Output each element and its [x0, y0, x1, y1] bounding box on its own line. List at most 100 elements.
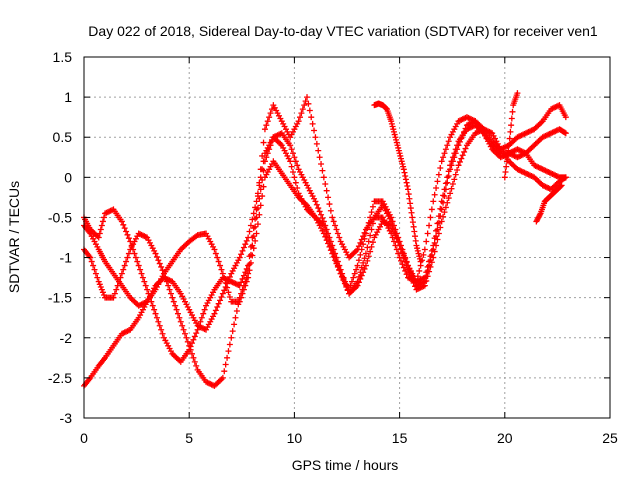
data-point	[309, 120, 316, 127]
data-point	[221, 275, 228, 282]
data-point	[291, 174, 298, 181]
data-point	[242, 269, 249, 276]
data-point	[447, 162, 454, 169]
data-point	[319, 167, 326, 174]
data-point	[348, 278, 355, 285]
data-point	[398, 155, 405, 162]
data-point	[123, 258, 130, 265]
x-axis-label: GPS time / hours	[292, 457, 399, 473]
data-point	[354, 282, 361, 289]
data-point	[243, 265, 250, 272]
data-point	[125, 250, 132, 257]
data-point	[111, 290, 118, 297]
data-point	[508, 115, 515, 122]
data-point	[176, 314, 183, 321]
data-point	[123, 228, 130, 235]
data-point	[172, 302, 179, 309]
data-point	[428, 206, 435, 213]
data-point	[226, 341, 233, 348]
data-point	[88, 258, 95, 265]
data-point	[438, 198, 445, 205]
data-point	[411, 228, 418, 235]
data-point	[318, 160, 325, 167]
data-point	[358, 236, 365, 243]
data-point	[503, 163, 510, 170]
series-2	[81, 94, 569, 365]
data-point	[409, 214, 416, 221]
data-point	[417, 258, 424, 265]
data-point	[158, 263, 165, 270]
data-point	[354, 262, 361, 269]
data-point	[130, 246, 137, 253]
data-point	[434, 178, 441, 185]
data-point	[414, 273, 421, 280]
data-point	[134, 258, 141, 265]
data-point	[189, 340, 196, 347]
data-point	[95, 278, 102, 285]
data-point	[294, 185, 301, 192]
data-point	[252, 215, 259, 222]
data-point	[444, 179, 451, 186]
data-point	[452, 171, 459, 178]
data-point	[246, 253, 253, 260]
data-point	[289, 168, 296, 175]
data-point	[247, 259, 254, 266]
data-point	[308, 114, 315, 121]
data-point	[441, 209, 448, 216]
data-point	[326, 201, 333, 208]
data-point	[360, 259, 367, 266]
data-point	[259, 152, 266, 159]
data-point	[319, 215, 326, 222]
data-point	[427, 214, 434, 221]
data-point	[361, 229, 368, 236]
data-point	[330, 246, 337, 253]
data-point	[222, 361, 229, 368]
data-point	[217, 262, 224, 269]
data-point	[120, 266, 127, 273]
data-point	[99, 289, 106, 296]
data-point	[239, 247, 246, 254]
data-point	[323, 187, 330, 194]
data-point	[367, 248, 374, 255]
data-point	[257, 166, 264, 173]
data-point	[368, 226, 375, 233]
data-point	[288, 163, 295, 170]
data-point	[438, 218, 445, 225]
series-1	[81, 122, 569, 389]
data-point	[260, 139, 267, 146]
data-point	[405, 191, 412, 198]
data-point	[266, 114, 273, 121]
data-point	[358, 272, 365, 279]
data-point	[367, 232, 374, 239]
data-point	[334, 263, 341, 270]
data-point	[298, 110, 305, 117]
data-point	[215, 300, 222, 307]
data-point	[322, 233, 329, 240]
data-point	[506, 142, 513, 149]
data-point	[393, 235, 400, 242]
data-point	[441, 186, 448, 193]
data-point	[350, 274, 357, 281]
data-point	[240, 244, 247, 251]
data-point	[260, 158, 267, 165]
data-point	[222, 279, 229, 286]
data-point	[444, 199, 451, 206]
data-point	[239, 290, 246, 297]
data-point	[336, 234, 343, 241]
data-point	[406, 269, 413, 276]
data-point	[315, 147, 322, 154]
data-point	[440, 154, 447, 161]
y-tick-label: -3	[60, 410, 73, 426]
data-point	[225, 348, 232, 355]
data-point	[94, 274, 101, 281]
data-point	[329, 242, 336, 249]
data-point	[405, 186, 412, 193]
data-point	[423, 238, 430, 245]
data-point	[245, 274, 252, 281]
data-point	[184, 338, 191, 345]
x-tick-label: 0	[80, 430, 88, 446]
data-point	[427, 263, 434, 270]
data-point	[225, 289, 232, 296]
data-point	[416, 255, 423, 262]
